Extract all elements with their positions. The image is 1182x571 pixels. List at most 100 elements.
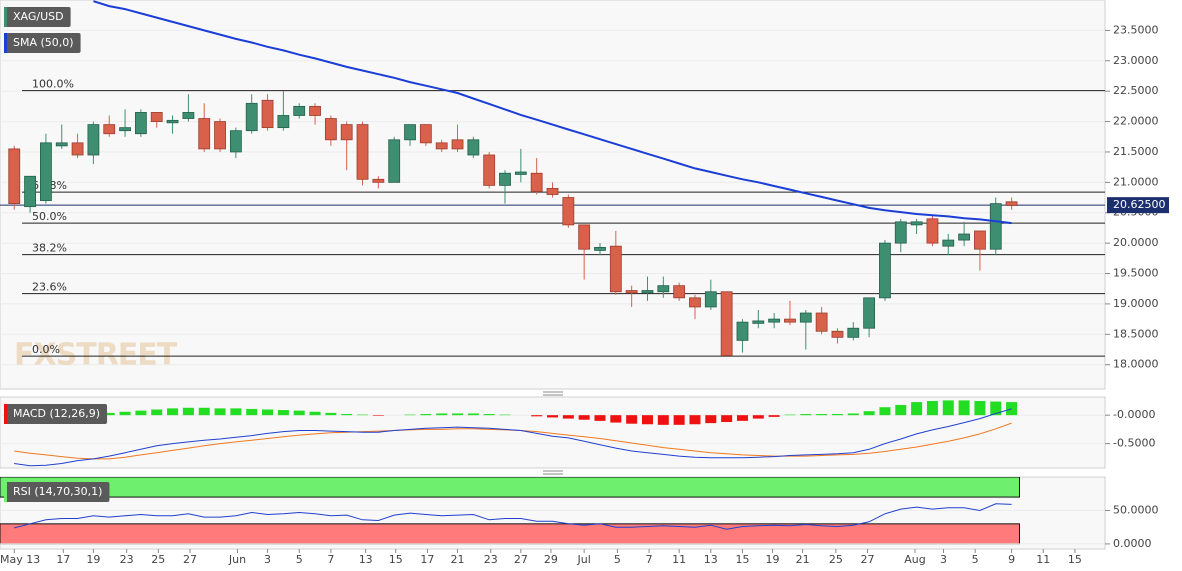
candle-body xyxy=(324,118,337,141)
x-tick-label: 7 xyxy=(646,553,653,566)
histogram-bar xyxy=(895,404,907,416)
histogram-bar xyxy=(831,414,843,416)
histogram-bar xyxy=(689,415,701,425)
legend-label: RSI (14,70,30,1) xyxy=(4,482,110,502)
legend-label: MACD (12,26,9) xyxy=(4,404,108,424)
histogram-bar xyxy=(325,412,337,416)
histogram-bar xyxy=(847,413,859,416)
histogram-bar xyxy=(167,408,179,416)
y-tick-label: 0.0000 xyxy=(1113,537,1152,550)
histogram-bar xyxy=(452,413,464,416)
x-tick-label: 25 xyxy=(151,553,165,566)
candle-body xyxy=(720,291,733,356)
histogram-bar xyxy=(135,410,147,416)
histogram-bar xyxy=(721,415,733,422)
histogram-bar xyxy=(420,414,432,416)
legend-text: RSI (14,70,30,1) xyxy=(13,485,102,498)
histogram-bar xyxy=(277,410,289,416)
x-tick-label: 5 xyxy=(972,553,979,566)
fib-label: 38.2% xyxy=(32,242,67,255)
candle-body xyxy=(609,245,622,293)
legend-swatch xyxy=(4,33,7,53)
x-tick-label: Jul xyxy=(577,553,591,566)
last-price-label: 20.62500 xyxy=(1113,198,1166,211)
y-tick-label: 21.5000 xyxy=(1113,145,1159,158)
histogram-bar xyxy=(547,415,558,418)
fib-label: 0.0% xyxy=(32,343,60,356)
candle-body xyxy=(736,321,749,341)
y-tick-label: 22.5000 xyxy=(1113,84,1159,97)
histogram-bar xyxy=(531,415,543,417)
histogram-bar xyxy=(673,415,685,425)
candle-body xyxy=(546,188,559,195)
candle-body xyxy=(55,142,68,147)
histogram-bar xyxy=(246,408,258,416)
histogram-bar xyxy=(863,411,875,416)
candle-body xyxy=(847,327,860,338)
x-tick-label: 23 xyxy=(484,553,498,566)
candle-body xyxy=(625,290,638,294)
candle-body xyxy=(198,118,211,150)
x-tick-label: 3 xyxy=(940,553,947,566)
histogram-bar xyxy=(990,401,1002,416)
candle-body xyxy=(799,312,812,323)
legend-box xyxy=(4,404,108,424)
y-tick-label: 50.0000 xyxy=(1113,503,1159,516)
candle-body xyxy=(451,139,464,150)
x-tick-label: 13 xyxy=(704,553,718,566)
legend-box xyxy=(4,7,71,27)
histogram-bar xyxy=(610,415,622,423)
x-tick-label: 27 xyxy=(183,553,197,566)
histogram-bar xyxy=(705,415,717,424)
x-tick-label: 5 xyxy=(614,553,621,566)
panel-handle[interactable] xyxy=(543,470,563,475)
x-tick-label: Aug xyxy=(904,553,925,566)
histogram-bar xyxy=(483,414,495,416)
x-tick-label: 17 xyxy=(420,553,434,566)
x-tick-label: Jun xyxy=(228,553,246,566)
candle-body xyxy=(594,246,606,251)
histogram-bar xyxy=(1006,402,1018,416)
candle-body xyxy=(689,297,701,308)
candle-body xyxy=(483,154,496,186)
histogram-bar xyxy=(357,414,369,416)
candle-body xyxy=(530,172,543,192)
y-tick-label: 23.5000 xyxy=(1113,23,1159,36)
y-tick-label: 19.5000 xyxy=(1113,267,1159,280)
histogram-bar xyxy=(816,414,828,416)
x-tick-label: 11 xyxy=(672,553,686,566)
candle-body xyxy=(103,124,116,135)
x-tick-label: 13 xyxy=(359,553,373,566)
histogram-bar xyxy=(467,413,479,416)
rsi-band xyxy=(0,477,1021,498)
histogram-bar xyxy=(736,415,748,421)
histogram-bar xyxy=(784,414,796,416)
fib-label: 50.0% xyxy=(32,210,67,223)
candle-body xyxy=(942,239,955,247)
histogram-bar xyxy=(182,407,194,416)
histogram-bar xyxy=(974,400,986,416)
candle-body xyxy=(673,285,686,299)
candle-body xyxy=(499,172,511,186)
candle-body xyxy=(704,291,717,308)
x-tick-label: 25 xyxy=(829,553,843,566)
histogram-bar xyxy=(119,411,131,416)
x-tick-label: 17 xyxy=(56,553,70,566)
panel-handle[interactable] xyxy=(543,391,563,396)
x-tick-label: May 13 xyxy=(0,553,40,566)
histogram-bar xyxy=(562,415,574,419)
candle-body xyxy=(419,124,432,144)
candle-body xyxy=(910,221,923,226)
x-tick-label: 23 xyxy=(120,553,134,566)
candle-body xyxy=(989,203,1002,250)
candle-body xyxy=(974,230,986,250)
legend-swatch xyxy=(4,482,7,502)
macd-panel xyxy=(0,396,1106,469)
candle-body xyxy=(768,318,781,323)
last-price-box xyxy=(1107,197,1169,214)
histogram-bar xyxy=(262,409,274,416)
candle-body xyxy=(467,139,480,156)
candle-body xyxy=(784,318,796,323)
x-tick-label: 7 xyxy=(327,553,334,566)
